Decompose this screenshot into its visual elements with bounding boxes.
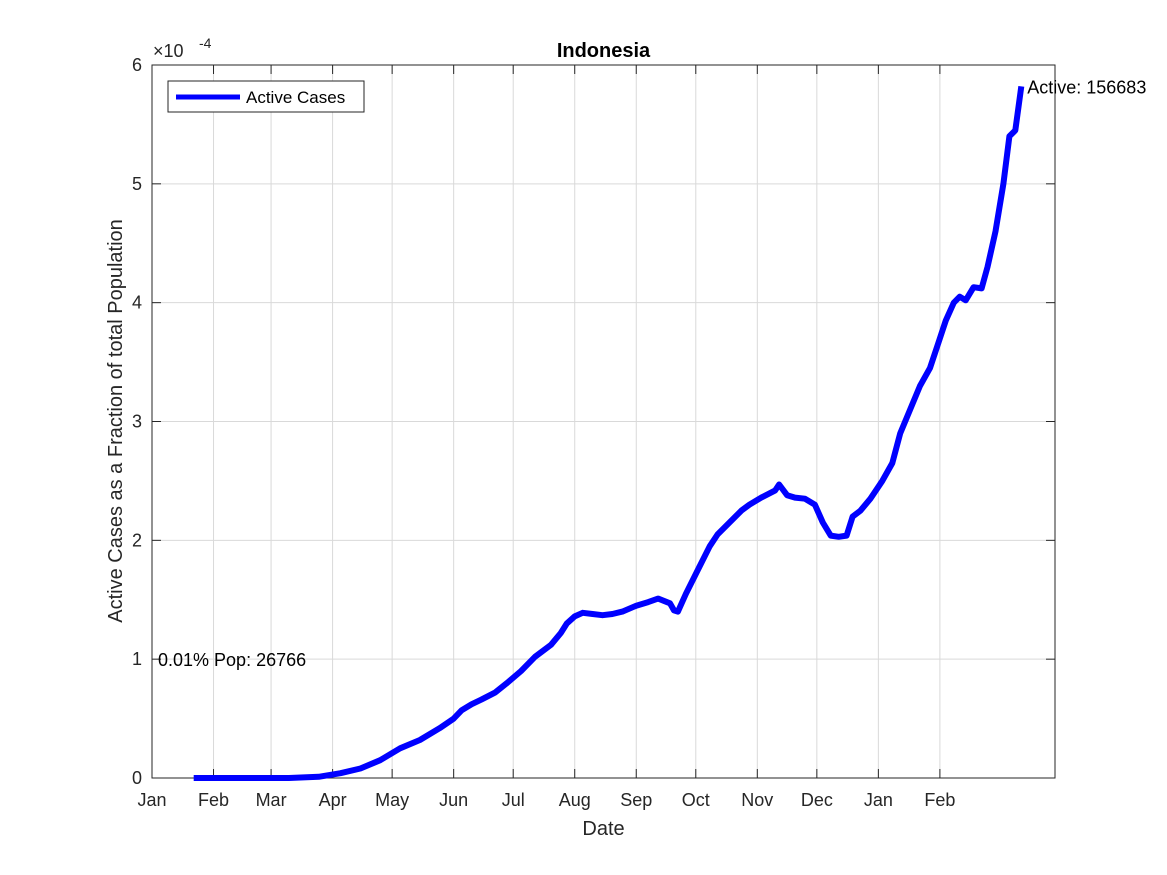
y-exponent-base: ×10 <box>153 41 184 61</box>
y-tick-label: 2 <box>132 530 142 550</box>
y-exponent-power: -4 <box>199 35 212 51</box>
x-tick-label: Jul <box>502 790 525 810</box>
chart-title: Indonesia <box>557 40 651 62</box>
x-tick-label: Nov <box>741 790 773 810</box>
x-tick-label: Jan <box>137 790 166 810</box>
x-tick-label: Sep <box>620 790 652 810</box>
x-tick-label: Aug <box>559 790 591 810</box>
x-tick-label: Apr <box>319 790 347 810</box>
y-tick-label: 5 <box>132 174 142 194</box>
annotation-active-count: Active: 156683 <box>1027 77 1146 97</box>
x-axis: Jan Feb Mar Apr May Jun Jul Aug Sep Oct Nov Dec Jan F… <box>137 65 955 810</box>
y-axis-label: Active Cases as a Fraction of total Popu… <box>105 219 127 623</box>
series-group <box>193 85 1025 781</box>
y-tick-label: 6 <box>132 55 142 75</box>
x-tick-label: Feb <box>198 790 229 810</box>
y-tick-label: 3 <box>132 412 142 432</box>
y-tick-label: 4 <box>132 293 142 313</box>
y-exponent-label: ×10 -4 <box>153 35 212 61</box>
legend-entry-active-cases: Active Cases <box>246 88 345 107</box>
annotation-population-threshold: 0.01% Pop: 26766 <box>158 650 306 670</box>
x-tick-label: Jun <box>439 790 468 810</box>
y-tick-label: 1 <box>132 649 142 669</box>
x-axis-label: Date <box>582 818 624 840</box>
legend: Active Cases <box>167 80 365 113</box>
grid-lines <box>152 65 1055 778</box>
y-tick-label: 0 <box>132 768 142 788</box>
x-tick-label: May <box>375 790 409 810</box>
x-tick-label: Oct <box>682 790 710 810</box>
x-tick-label: Dec <box>801 790 833 810</box>
y-axis: 0 1 2 3 4 5 6 <box>132 55 1055 788</box>
series-line-active-cases <box>193 85 1025 781</box>
annotations: Active: 156683 0.01% Pop: 26766 <box>158 77 1146 670</box>
x-tick-label: Jan <box>864 790 893 810</box>
x-tick-label: Feb <box>924 790 955 810</box>
x-tick-label: Mar <box>256 790 287 810</box>
